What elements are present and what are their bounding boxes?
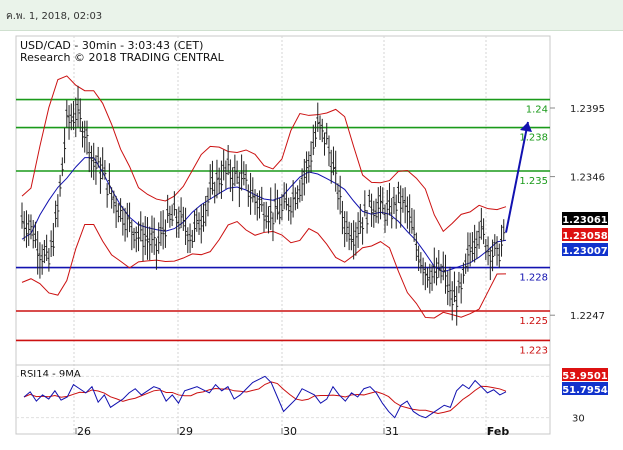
rsi-tick-label: 30 (572, 414, 585, 425)
x-tick-label: Feb (487, 425, 510, 438)
x-tick-label: 30 (283, 425, 297, 438)
price-badge (562, 228, 608, 241)
level-label: 1.238 (519, 133, 548, 144)
timestamp: ค.พ. 1, 2018, 02:03 (6, 11, 103, 22)
rsi-badge-label: 53.9501 (562, 371, 608, 382)
rsi-ma-line (23, 381, 507, 415)
price-badge-label: 1.23061 (562, 215, 608, 226)
price-badge (562, 243, 608, 256)
upper-band (21, 75, 507, 233)
level-label: 1.223 (519, 345, 548, 356)
lower-band (21, 220, 507, 319)
rsi-label: RSI14 - 9MA (20, 369, 81, 380)
level-label: 1.235 (519, 176, 548, 187)
y-tick-label: 1.2395 (570, 104, 605, 115)
y-tick-label: 1.2346 (570, 173, 605, 184)
top-bar: ค.พ. 1, 2018, 02:03 (0, 0, 623, 31)
chart: USD/CAD - 30min - 3:03:43 (CET) Research… (15, 35, 608, 438)
chart-title: USD/CAD - 30min - 3:03:43 (CET) (20, 39, 203, 52)
rsi-badge (562, 382, 608, 395)
rsi-badge-label: 51.7954 (562, 385, 608, 396)
rsi-line (23, 375, 507, 419)
x-tick-label: 26 (77, 425, 91, 438)
price-badge-label: 1.23058 (562, 231, 608, 242)
plot-frame (15, 35, 551, 435)
level-label: 1.24 (526, 105, 548, 116)
level-label: 1.228 (519, 273, 548, 284)
x-tick-label: 29 (179, 425, 193, 438)
price-badge (562, 212, 608, 225)
forecast-arrow (505, 121, 529, 233)
price-badge-label: 1.23007 (562, 246, 608, 257)
y-tick-label: 1.2247 (570, 311, 605, 322)
rsi-badge (562, 368, 608, 381)
level-label: 1.225 (519, 316, 548, 327)
forecast-arrowhead (520, 122, 532, 132)
chart-subtitle: Research © 2018 TRADING CENTRAL (20, 51, 225, 64)
x-tick-label: 31 (385, 425, 399, 438)
